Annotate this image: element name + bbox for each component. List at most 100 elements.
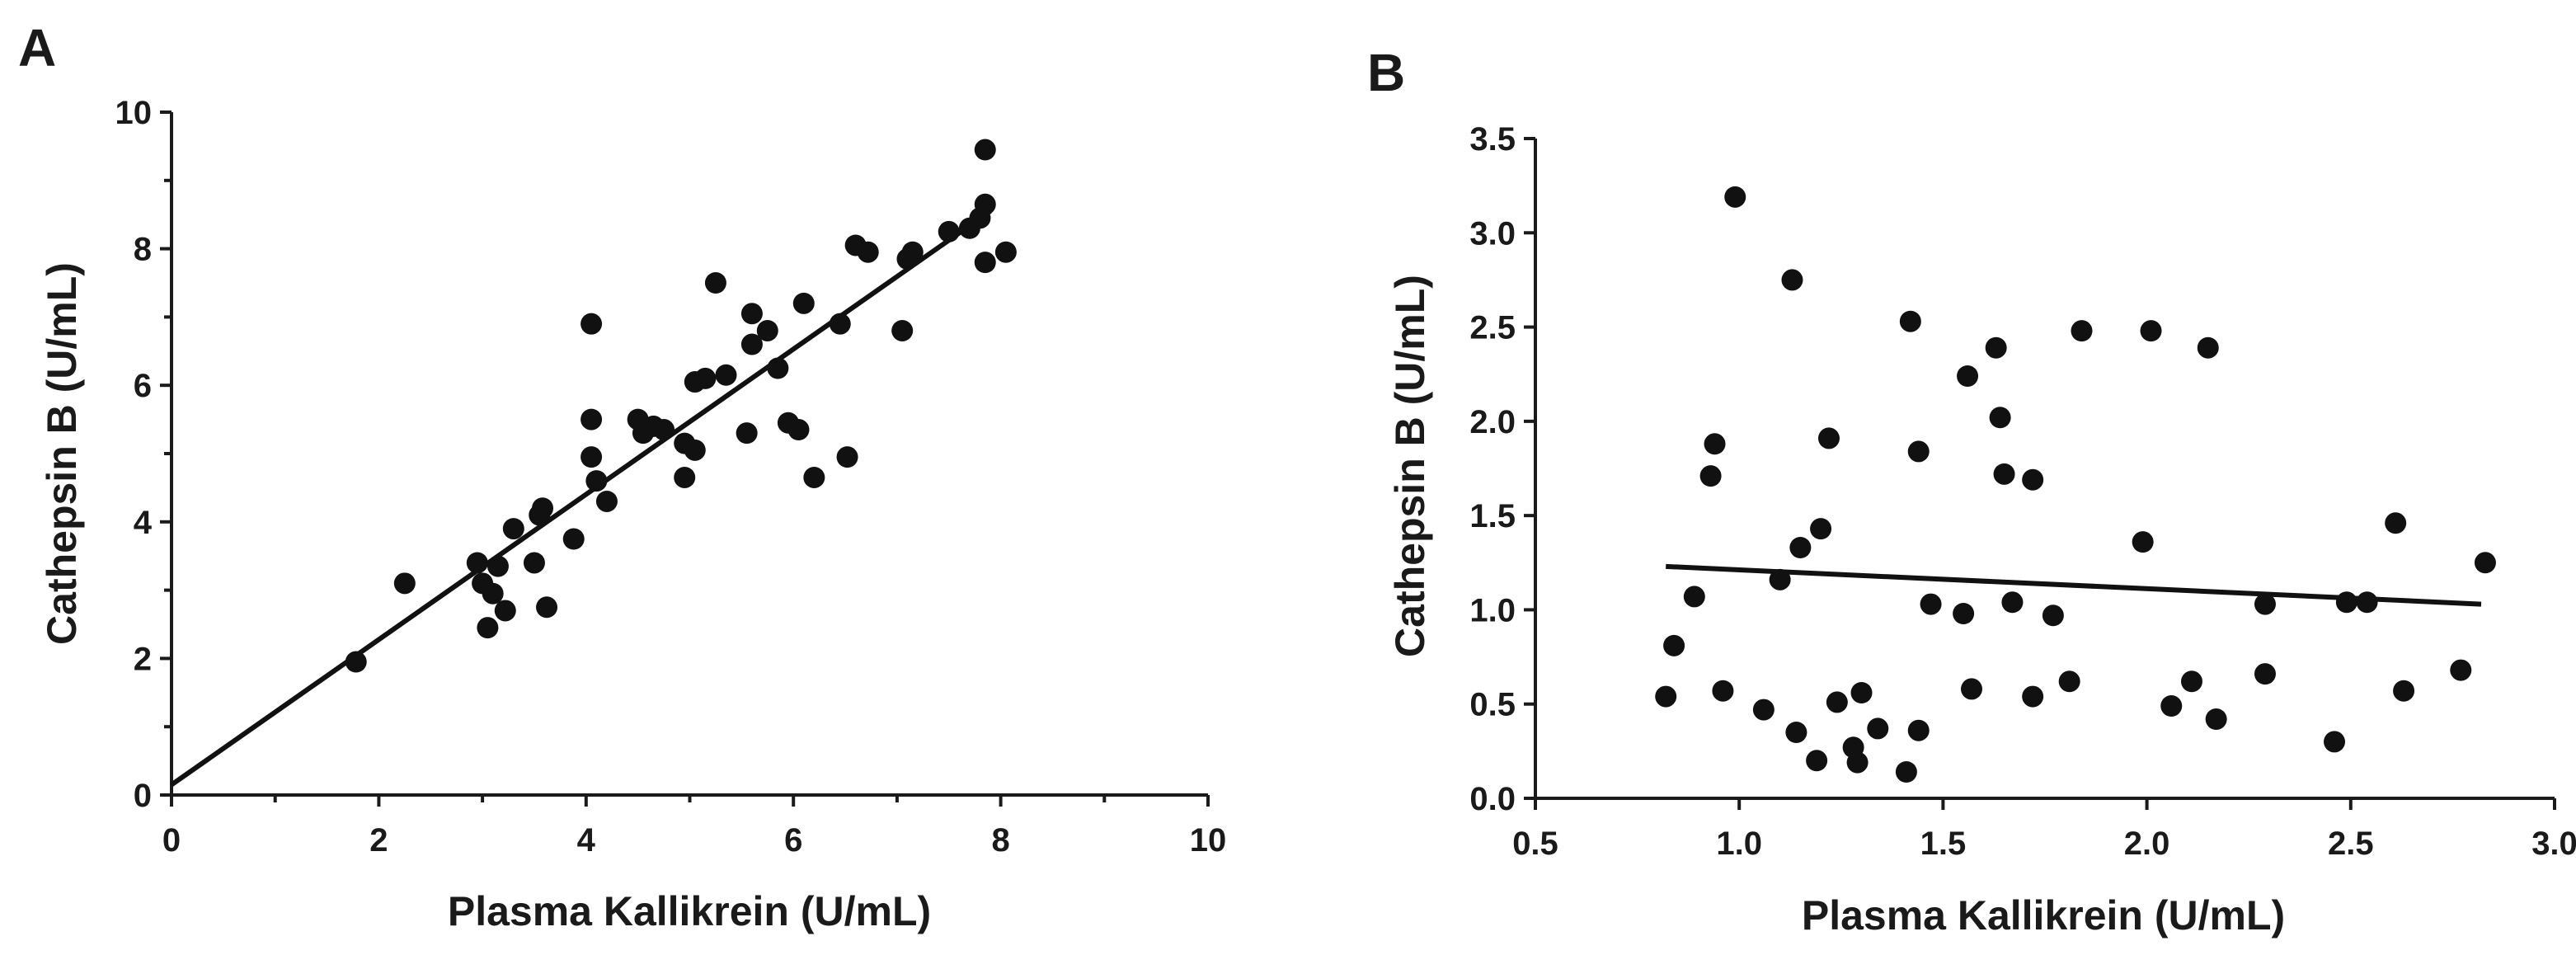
panel-a-fit [170, 209, 992, 788]
panel-b-data-point-32 [2022, 468, 2044, 491]
panel-a-y-tick-label: 10 [115, 95, 153, 131]
panel-a-y-tick-label: 2 [134, 641, 152, 677]
panel-a-ticks: 0 2 4 6 8 10 0 2 4 6 8 10 [115, 95, 1227, 859]
panel-a-x-tick-label: 10 [1190, 822, 1227, 859]
panel-b-data-point-29 [1989, 407, 2011, 429]
panel-b-y-tick-label: 0.5 [1469, 687, 1516, 723]
panel-a-y-tick-label: 4 [134, 505, 153, 541]
panel-a-data-point-13 [562, 528, 585, 550]
panel-b-data-point-37 [2132, 531, 2154, 553]
panel-a-x-tick-label: 2 [369, 822, 388, 859]
panel-b-y-tick-label: 1.0 [1469, 592, 1516, 628]
panel-b-data-point-0 [1655, 685, 1677, 708]
panel-b-points [1655, 186, 2496, 783]
panel-b-data-point-22 [1907, 440, 1930, 463]
panel-a-x-tick-label: 8 [991, 822, 1009, 859]
panel-b-x-title: Plasma Kallikrein (U/mL) [1802, 892, 2285, 939]
panel-b-fit [1666, 563, 2482, 607]
panel-b-data-point-49 [2393, 680, 2415, 702]
panel-a-data-point-5 [482, 582, 504, 605]
panel-b-data-point-15 [1826, 691, 1848, 713]
panel-b-ticks: 0.5 1.0 1.5 2.0 2.5 3.0 0.0 0.5 1.0 1.5 2.0 2.5 3.0 3… [1469, 121, 2576, 862]
panel-a: A 0 2 4 6 8 10 0 2 4 6 8 10 Plasma Kallikrein (U/mL… [18, 18, 1226, 934]
panel-a-x-tick-label: 4 [577, 822, 596, 859]
panel-b-data-point-18 [1850, 682, 1873, 703]
panel-b-x-tick-label: 3.0 [2531, 826, 2576, 862]
panel-b-data-point-46 [2335, 591, 2357, 614]
panel-a-x-tick-label: 6 [784, 822, 802, 859]
panel-a-data-point-14 [581, 313, 603, 335]
panel-a-data-point-9 [523, 552, 545, 574]
panel-b-data-point-27 [1961, 678, 1983, 700]
panel-b-regression-line [1666, 563, 2482, 607]
panel-b-data-point-31 [2001, 591, 2024, 614]
panel-b-data-point-26 [1957, 365, 1979, 387]
panel-a-data-point-29 [715, 364, 737, 386]
panel-b-letter: B [1367, 43, 1405, 102]
panel-a-data-point-1 [393, 572, 416, 595]
panel-b-data-point-41 [2197, 336, 2219, 359]
panel-a-data-point-38 [803, 466, 825, 488]
panel-a-x-tick-label: 0 [162, 822, 181, 859]
panel-a-data-point-36 [787, 419, 810, 441]
panel-a-data-point-25 [684, 439, 706, 461]
panel-a-y-tick-label: 8 [134, 232, 152, 268]
panel-b-y-tick-label: 1.5 [1469, 498, 1516, 534]
panel-b-x-tick-label: 2.5 [2328, 826, 2374, 862]
panel-b-y-tick-label: 2.5 [1469, 310, 1516, 346]
panel-a-y-tick-label: 0 [134, 778, 152, 814]
panel-a-data-point-45 [901, 241, 924, 263]
panel-b-x-tick-label: 1.0 [1716, 826, 1762, 862]
panel-a-data-point-31 [740, 303, 763, 325]
panel-b-data-point-47 [2356, 591, 2378, 614]
panel-b-data-point-7 [1752, 699, 1775, 721]
panel-b-data-point-42 [2205, 708, 2227, 730]
panel-a-data-point-7 [494, 600, 516, 622]
panel-b-data-point-12 [1806, 750, 1828, 772]
panel-b-data-point-9 [1781, 269, 1803, 291]
panel-b-data-point-1 [1663, 634, 1685, 656]
panel-b-x-tick-label: 0.5 [1512, 826, 1558, 862]
panel-b-data-point-11 [1789, 537, 1812, 558]
panel-b-data-point-38 [2140, 320, 2162, 342]
panel-b-x-tick-label: 2.0 [2124, 826, 2170, 862]
panel-b-data-point-51 [2474, 552, 2496, 574]
panel-b-data-point-33 [2022, 685, 2044, 708]
panel-b-data-point-21 [1899, 310, 1921, 332]
panel-a-data-point-37 [792, 292, 815, 314]
panel-b-data-point-3 [1699, 465, 1722, 487]
panel-b-data-point-19 [1867, 717, 1889, 740]
panel-a-data-point-23 [674, 466, 696, 488]
panel-a-data-point-12 [536, 596, 558, 619]
panel-a-data-point-32 [740, 333, 763, 355]
panel-a-data-point-28 [704, 272, 726, 294]
panel-b-data-point-44 [2254, 663, 2276, 685]
panel-a-data-point-33 [756, 319, 778, 341]
panel-b-y-tick-label: 3.5 [1469, 121, 1516, 158]
panel-a-data-point-11 [532, 497, 554, 520]
panel-a-data-point-8 [502, 518, 524, 540]
panel-b-data-point-36 [2071, 320, 2093, 342]
panel-b-data-point-6 [1724, 186, 1746, 208]
panel-b-data-point-50 [2450, 659, 2472, 681]
panel-b-data-point-17 [1846, 751, 1869, 774]
panel-b-data-point-40 [2180, 670, 2202, 693]
panel-a-data-point-42 [857, 241, 879, 263]
panel-a-letter: A [18, 18, 56, 78]
panel-a-x-title: Plasma Kallikrein (U/mL) [448, 888, 931, 934]
panel-b: B 0.5 1.0 1.5 2.0 2.5 3.0 0.0 0.5 1.0 1.5 2.0 2.5 3.… [1367, 43, 2576, 939]
panel-b-data-point-28 [1985, 336, 2007, 359]
panel-a-data-point-27 [694, 367, 717, 389]
panel-b-data-point-23 [1907, 719, 1930, 741]
panel-a-data-point-4 [477, 617, 499, 639]
panel-a-y-tick-label: 6 [134, 368, 152, 404]
panel-b-data-point-34 [2042, 605, 2064, 627]
panel-b-x-tick-label: 1.5 [1920, 826, 1967, 862]
panel-a-data-point-30 [736, 422, 758, 445]
panel-b-data-point-39 [2160, 695, 2183, 717]
panel-a-data-point-18 [595, 490, 618, 512]
panel-b-y-tick-label: 3.0 [1469, 215, 1516, 252]
panel-a-data-point-49 [974, 139, 996, 161]
panel-a-y-title: Cathepsin B (U/mL) [39, 262, 85, 645]
